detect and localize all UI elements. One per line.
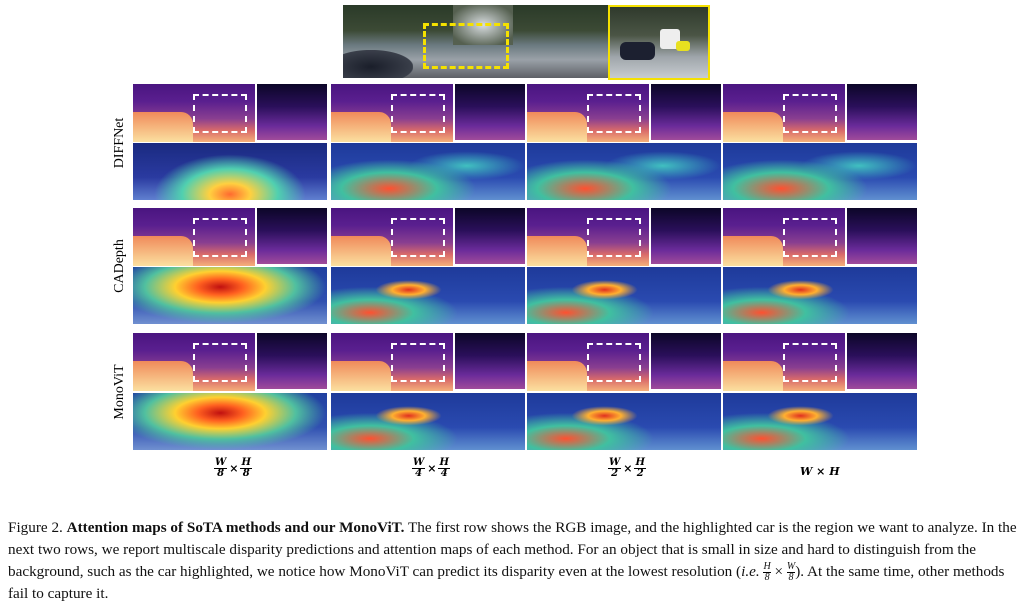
diffnet-disparity-map xyxy=(133,84,327,142)
scale-label-full: W × H xyxy=(800,465,840,478)
cadepth-disparity-map xyxy=(331,208,525,266)
monovit-attention-map xyxy=(527,393,721,450)
diffnet-disparity-map xyxy=(527,84,721,142)
diffnet-attention-map xyxy=(527,143,721,200)
monovit-disparity-map xyxy=(527,333,721,391)
monovit-disparity-map xyxy=(331,333,525,391)
diffnet-attention-map xyxy=(133,143,327,200)
figure-caption: Figure 2. Attention maps of SoTA methods… xyxy=(8,519,1017,603)
row-label-cadepth: CADepth xyxy=(112,239,127,293)
scale-label-1-2: W 2 × H 2 xyxy=(608,457,646,479)
rgb-image xyxy=(343,5,608,78)
highlight-box xyxy=(423,23,509,69)
monovit-disparity-map xyxy=(133,333,327,391)
row-label-diffnet: DIFFNet xyxy=(112,117,127,169)
diffnet-disparity-map xyxy=(723,84,917,142)
diffnet-attention-map xyxy=(723,143,917,200)
cadepth-attention-map xyxy=(331,267,525,324)
caption-title: Attention maps of SoTA methods and our M… xyxy=(66,519,405,536)
cadepth-attention-map xyxy=(527,267,721,324)
cadepth-attention-map xyxy=(133,267,327,324)
diffnet-attention-map xyxy=(331,143,525,200)
row-label-monovit: MonoViT xyxy=(112,364,127,420)
monovit-attention-map xyxy=(133,393,327,450)
diffnet-disparity-map xyxy=(331,84,525,142)
caption-label: Figure 2. xyxy=(8,519,63,536)
scale-label-1-4: W 4 × H 4 xyxy=(412,457,450,479)
cadepth-disparity-map xyxy=(723,208,917,266)
monovit-disparity-map xyxy=(723,333,917,391)
monovit-attention-map xyxy=(331,393,525,450)
cadepth-disparity-map xyxy=(133,208,327,266)
cadepth-attention-map xyxy=(723,267,917,324)
rgb-zoom-inset xyxy=(608,5,710,80)
cadepth-disparity-map xyxy=(527,208,721,266)
scale-label-1-8: W 8 × H 8 xyxy=(214,457,252,479)
monovit-attention-map xyxy=(723,393,917,450)
